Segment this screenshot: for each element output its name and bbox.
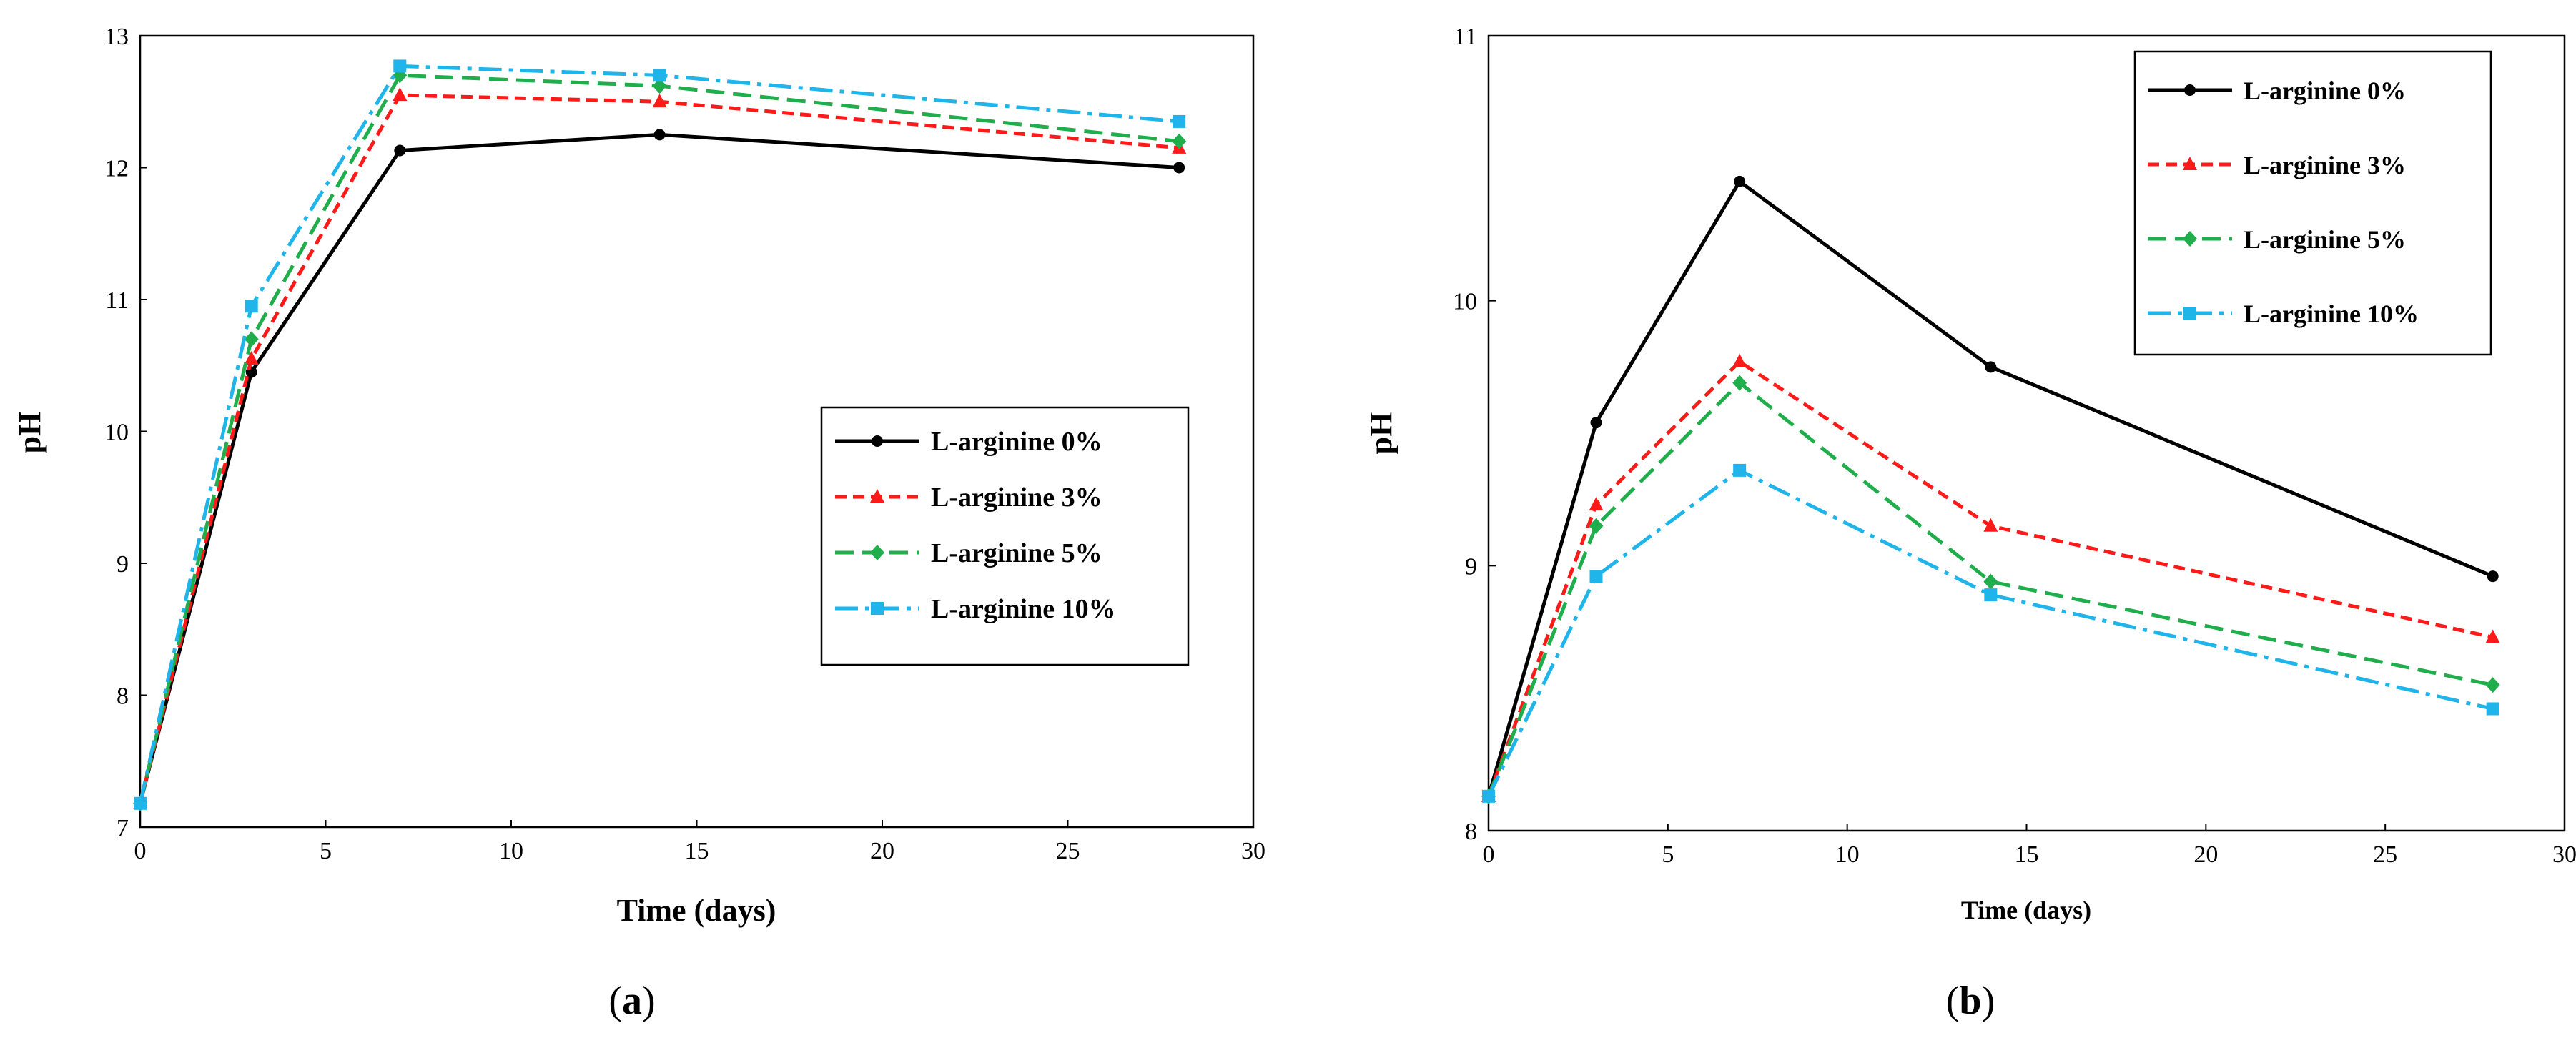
- series-line-b-1: [1486, 360, 2494, 797]
- y-axis-title-b: pH: [1363, 412, 1398, 455]
- y-tick-label-b-1: 9: [1465, 553, 1477, 580]
- legend-box-b: [2133, 50, 2492, 356]
- data-point-a-3-3: [653, 69, 666, 82]
- data-point-b-0-2: [1734, 175, 1746, 187]
- data-point-b-3-0: [1482, 789, 1495, 803]
- data-point-b-1-3: [1983, 518, 1998, 532]
- data-point-b-2-4: [2485, 677, 2500, 693]
- legend-label-a-0: L-arginine 0%: [931, 427, 1102, 457]
- panel-label-a-close: ): [642, 979, 656, 1023]
- y-tick-label-b-3: 11: [1454, 24, 1477, 50]
- chart-b: 0 5 10 15 20 25 30 8 9 10 11 Time (days) pH L-argi…: [1363, 24, 2576, 1023]
- data-point-b-3-3: [1984, 588, 1998, 602]
- panel-label-b-open: (: [1946, 979, 1960, 1023]
- legend-label-a-1: L-arginine 3%: [931, 483, 1102, 513]
- x-tick-label-b-5: 25: [2373, 841, 2397, 868]
- data-point-a-3-1: [245, 300, 258, 313]
- legend-marker-b-0: [2184, 84, 2196, 96]
- y-tick-label-b-2: 10: [1453, 289, 1477, 315]
- legend-label-b-1: L-arginine 3%: [2244, 151, 2406, 179]
- data-point-b-0-1: [1590, 417, 1602, 429]
- legend-marker-a-1: [870, 489, 884, 503]
- y-tick-label-a-2: 9: [117, 551, 129, 578]
- data-point-b-0-4: [2487, 570, 2499, 583]
- x-tick-label-a-5: 25: [1056, 838, 1080, 864]
- panel-label-a-open: (: [608, 979, 622, 1023]
- y-tick-label-a-5: 12: [104, 156, 129, 182]
- x-tick-label-a-6: 30: [1241, 838, 1265, 864]
- y-tick-label-a-1: 8: [117, 683, 129, 710]
- legend-marker-a-2: [870, 545, 884, 560]
- data-point-b-2-1: [1589, 518, 1604, 534]
- data-point-b-2-3: [1983, 573, 1998, 590]
- y-tick-label-a-4: 11: [105, 287, 129, 314]
- y-tick-label-a-6: 13: [104, 24, 129, 50]
- legend-b: L-arginine 0% L-arginine 3% L-arginine 5% L…: [2133, 50, 2492, 356]
- y-tick-label-a-0: 7: [117, 815, 129, 841]
- legend-label-a-3: L-arginine 10%: [931, 594, 1116, 624]
- y-tick-label-a-3: 10: [104, 420, 129, 446]
- x-tick-label-b-0: 0: [1483, 841, 1495, 868]
- x-tick-label-a-3: 15: [685, 838, 709, 864]
- data-point-a-2-4: [1172, 133, 1187, 149]
- legend-a-items: L-arginine 0% L-arginine 3% L-arginine 5% L…: [835, 427, 1116, 624]
- y-axis-title-a: pH: [12, 412, 47, 454]
- legend-box-a: [820, 406, 1190, 666]
- data-point-b-2-2: [1732, 375, 1747, 391]
- legend-marker-a-0: [872, 435, 883, 447]
- chart-b-marks: 0 5 10 15 20 25 30 8 9 10 11: [1453, 24, 2576, 868]
- chart-a-marks: 0 5 10 15 20 25 30 7 8 9 10 11 12 13: [104, 24, 1265, 864]
- x-tick-label-a-0: 0: [134, 838, 147, 864]
- panel-label-b: (b): [1946, 979, 1995, 1023]
- data-point-b-1-1: [1589, 497, 1604, 511]
- data-point-b-1-2: [1732, 353, 1747, 367]
- x-tick-label-a-2: 10: [499, 838, 523, 864]
- data-point-a-2-1: [244, 331, 259, 347]
- x-tick-label-b-4: 20: [2193, 841, 2218, 868]
- x-tick-label-a-1: 5: [320, 838, 332, 864]
- legend-marker-a-3: [871, 602, 884, 615]
- panel-label-b-letter: b: [1959, 979, 1981, 1023]
- x-axis-title-a: Time (days): [617, 893, 776, 928]
- data-point-a-1-3: [652, 94, 667, 108]
- chart-a: 0 5 10 15 20 25 30 7 8 9 10 11 12 13 Time (days) pH L…: [12, 24, 1265, 1023]
- x-tick-label-b-1: 5: [1662, 841, 1674, 868]
- data-point-b-1-4: [2485, 629, 2500, 643]
- data-point-b-3-1: [1589, 570, 1603, 583]
- panel-label-a-letter: a: [622, 979, 642, 1023]
- data-point-a-3-0: [134, 796, 147, 810]
- panel-label-a: (a): [608, 979, 655, 1023]
- legend-label-b-0: L-arginine 0%: [2244, 76, 2406, 105]
- y-tick-label-b-0: 8: [1465, 819, 1477, 845]
- data-point-a-2-3: [652, 78, 667, 94]
- x-axis-title-b: Time (days): [1961, 896, 2091, 924]
- data-point-a-1-1: [244, 351, 259, 365]
- legend-marker-b-3: [2183, 307, 2196, 320]
- data-point-a-1-2: [393, 87, 408, 102]
- legend-label-b-3: L-arginine 10%: [2244, 300, 2419, 328]
- legend-b-items: L-arginine 0% L-arginine 3% L-arginine 5% L…: [2148, 76, 2419, 328]
- legend-marker-b-2: [2183, 231, 2197, 247]
- x-tick-label-b-6: 30: [2552, 841, 2576, 868]
- legend-label-b-2: L-arginine 5%: [2244, 225, 2406, 254]
- data-point-b-0-3: [1985, 361, 1997, 373]
- x-tick-label-b-2: 10: [1835, 841, 1860, 868]
- data-point-a-0-4: [1173, 162, 1185, 174]
- data-point-a-0-3: [653, 129, 666, 141]
- legend-marker-b-1: [2183, 157, 2197, 170]
- legend-label-a-2: L-arginine 5%: [931, 538, 1102, 568]
- data-point-a-0-2: [394, 144, 406, 157]
- data-point-b-3-2: [1733, 463, 1747, 477]
- x-tick-label-a-4: 20: [870, 838, 894, 864]
- legend-a: L-arginine 0% L-arginine 3% L-arginine 5% L…: [820, 406, 1190, 666]
- data-point-b-3-4: [2486, 702, 2499, 716]
- data-point-a-3-4: [1173, 114, 1186, 128]
- data-point-a-3-2: [393, 59, 407, 73]
- panel-label-b-close: ): [1982, 979, 1995, 1023]
- x-tick-label-b-3: 15: [2015, 841, 2039, 868]
